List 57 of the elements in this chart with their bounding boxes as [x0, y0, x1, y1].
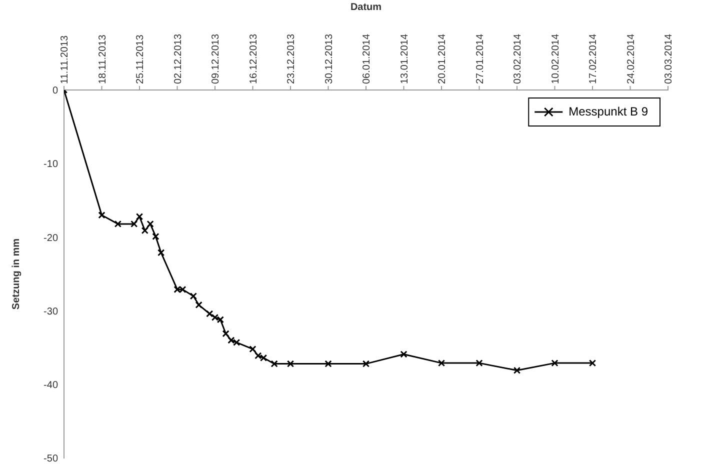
x-tick-label: 30.12.2013 — [324, 34, 335, 84]
x-tick-label: 17.02.2014 — [588, 34, 600, 84]
point — [254, 352, 262, 360]
point — [206, 310, 214, 318]
x-tick-label: 27.01.2014 — [474, 34, 486, 84]
point — [270, 360, 278, 368]
point — [136, 213, 144, 220]
x-tick-label: 02.12.2013 — [172, 34, 184, 84]
point — [174, 286, 181, 294]
x-tick-label: 25.11.2013 — [135, 34, 146, 84]
x-tick-label: 23.12.2013 — [286, 34, 298, 84]
point — [114, 220, 122, 228]
y-tick-label: -20 — [44, 232, 58, 244]
point — [232, 338, 240, 346]
point — [211, 314, 219, 322]
y-tick-label: -40 — [44, 380, 58, 391]
point — [476, 359, 483, 367]
point — [249, 345, 256, 353]
legend-label: Messpunkt B 9 — [568, 104, 648, 118]
point — [130, 220, 138, 228]
point — [195, 301, 202, 308]
y-tick-label: 0 — [52, 86, 58, 97]
point — [146, 220, 154, 228]
point — [216, 316, 224, 324]
point — [152, 232, 160, 240]
x-tick-label: 13.01.2014 — [399, 34, 410, 84]
point — [362, 360, 370, 368]
point — [222, 330, 230, 338]
point — [286, 360, 294, 368]
x-tick-label: 11.11.2013 — [60, 34, 71, 84]
point — [551, 359, 558, 367]
x-tick-label: 03.03.2014 — [664, 34, 675, 84]
point — [260, 354, 268, 362]
x-tick-label: 18.11.2013 — [97, 34, 108, 84]
point — [157, 249, 165, 256]
x-tick-label: 06.01.2014 — [362, 34, 373, 84]
point — [190, 292, 198, 300]
y-tick-label: -10 — [44, 159, 58, 170]
y-tick-label: -30 — [44, 306, 58, 318]
point — [179, 286, 186, 294]
point — [588, 359, 596, 367]
point — [513, 366, 521, 374]
point — [400, 350, 408, 358]
x-axis-title: Datum — [350, 2, 382, 13]
point — [324, 360, 332, 368]
point — [98, 212, 106, 219]
x-tick-label: 03.02.2014 — [512, 34, 524, 84]
y-tick-label: -50 — [44, 454, 58, 465]
x-tick-label: 10.02.2014 — [550, 34, 562, 84]
y-axis-title: Setzung in mm — [10, 238, 22, 310]
point — [228, 336, 235, 344]
point — [438, 359, 446, 367]
x-tick-label: 24.02.2014 — [626, 34, 637, 84]
x-tick-label: 16.12.2013 — [248, 34, 260, 84]
x-tick-label: 09.12.2013 — [210, 34, 222, 84]
point — [141, 227, 148, 234]
x-tick-label: 20.01.2014 — [437, 34, 448, 84]
